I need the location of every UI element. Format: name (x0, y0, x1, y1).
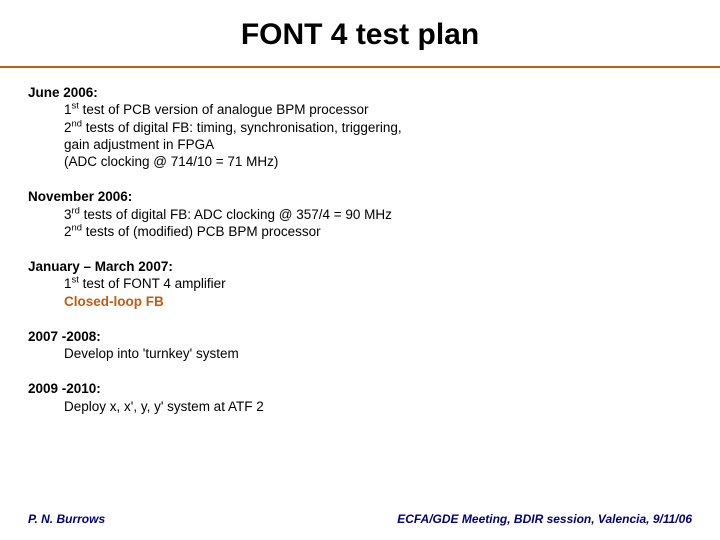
block-heading: 2009 -2010: (28, 380, 692, 397)
ordinal-sup: st (72, 101, 79, 112)
footer-meeting: ECFA/GDE Meeting, BDIR session, Valencia… (397, 512, 692, 526)
block-heading: November 2006: (28, 188, 692, 205)
slide: FONT 4 test plan June 2006: 1st test of … (0, 0, 720, 540)
line-text: tests of digital FB: ADC clocking @ 357/… (80, 207, 392, 222)
block-line: 2nd tests of (modified) PCB BPM processo… (64, 223, 692, 240)
block-2009-2010: 2009 -2010: Deploy x, x', y, y' system a… (28, 380, 692, 415)
footer-author: P. N. Burrows (28, 512, 105, 526)
block-november-2006: November 2006: 3rd tests of digital FB: … (28, 188, 692, 240)
line-text: tests of (modified) PCB BPM processor (82, 224, 321, 239)
block-line: (ADC clocking @ 714/10 = 71 MHz) (64, 153, 692, 170)
ordinal-num: 2 (64, 120, 72, 135)
slide-body: June 2006: 1st test of PCB version of an… (0, 84, 720, 415)
line-text: tests of digital FB: timing, synchronisa… (82, 120, 402, 135)
slide-title: FONT 4 test plan (0, 0, 720, 66)
slide-footer: P. N. Burrows ECFA/GDE Meeting, BDIR ses… (0, 512, 720, 526)
ordinal-num: 1 (64, 102, 72, 117)
block-heading: June 2006: (28, 84, 692, 101)
block-line-highlight: Closed-loop FB (64, 293, 692, 310)
ordinal-sup: nd (72, 118, 83, 129)
block-line: gain adjustment in FPGA (64, 136, 692, 153)
line-text: test of FONT 4 amplifier (79, 276, 226, 291)
title-divider (0, 66, 720, 68)
block-heading: January – March 2007: (28, 258, 692, 275)
block-line: 1st test of FONT 4 amplifier (64, 275, 692, 292)
ordinal-num: 1 (64, 276, 72, 291)
block-heading: 2007 -2008: (28, 328, 692, 345)
ordinal-num: 3 (64, 207, 72, 222)
block-june-2006: June 2006: 1st test of PCB version of an… (28, 84, 692, 170)
block-line: 2nd tests of digital FB: timing, synchro… (64, 119, 692, 136)
block-line: Develop into 'turnkey' system (64, 345, 692, 362)
block-2007-2008: 2007 -2008: Develop into 'turnkey' syste… (28, 328, 692, 363)
ordinal-sup: st (72, 275, 79, 286)
block-line: 3rd tests of digital FB: ADC clocking @ … (64, 206, 692, 223)
block-line: Deploy x, x', y, y' system at ATF 2 (64, 398, 692, 415)
ordinal-sup: rd (72, 205, 80, 216)
ordinal-sup: nd (72, 222, 83, 233)
block-line: 1st test of PCB version of analogue BPM … (64, 101, 692, 118)
block-jan-mar-2007: January – March 2007: 1st test of FONT 4… (28, 258, 692, 310)
ordinal-num: 2 (64, 224, 72, 239)
line-text: test of PCB version of analogue BPM proc… (79, 102, 369, 117)
